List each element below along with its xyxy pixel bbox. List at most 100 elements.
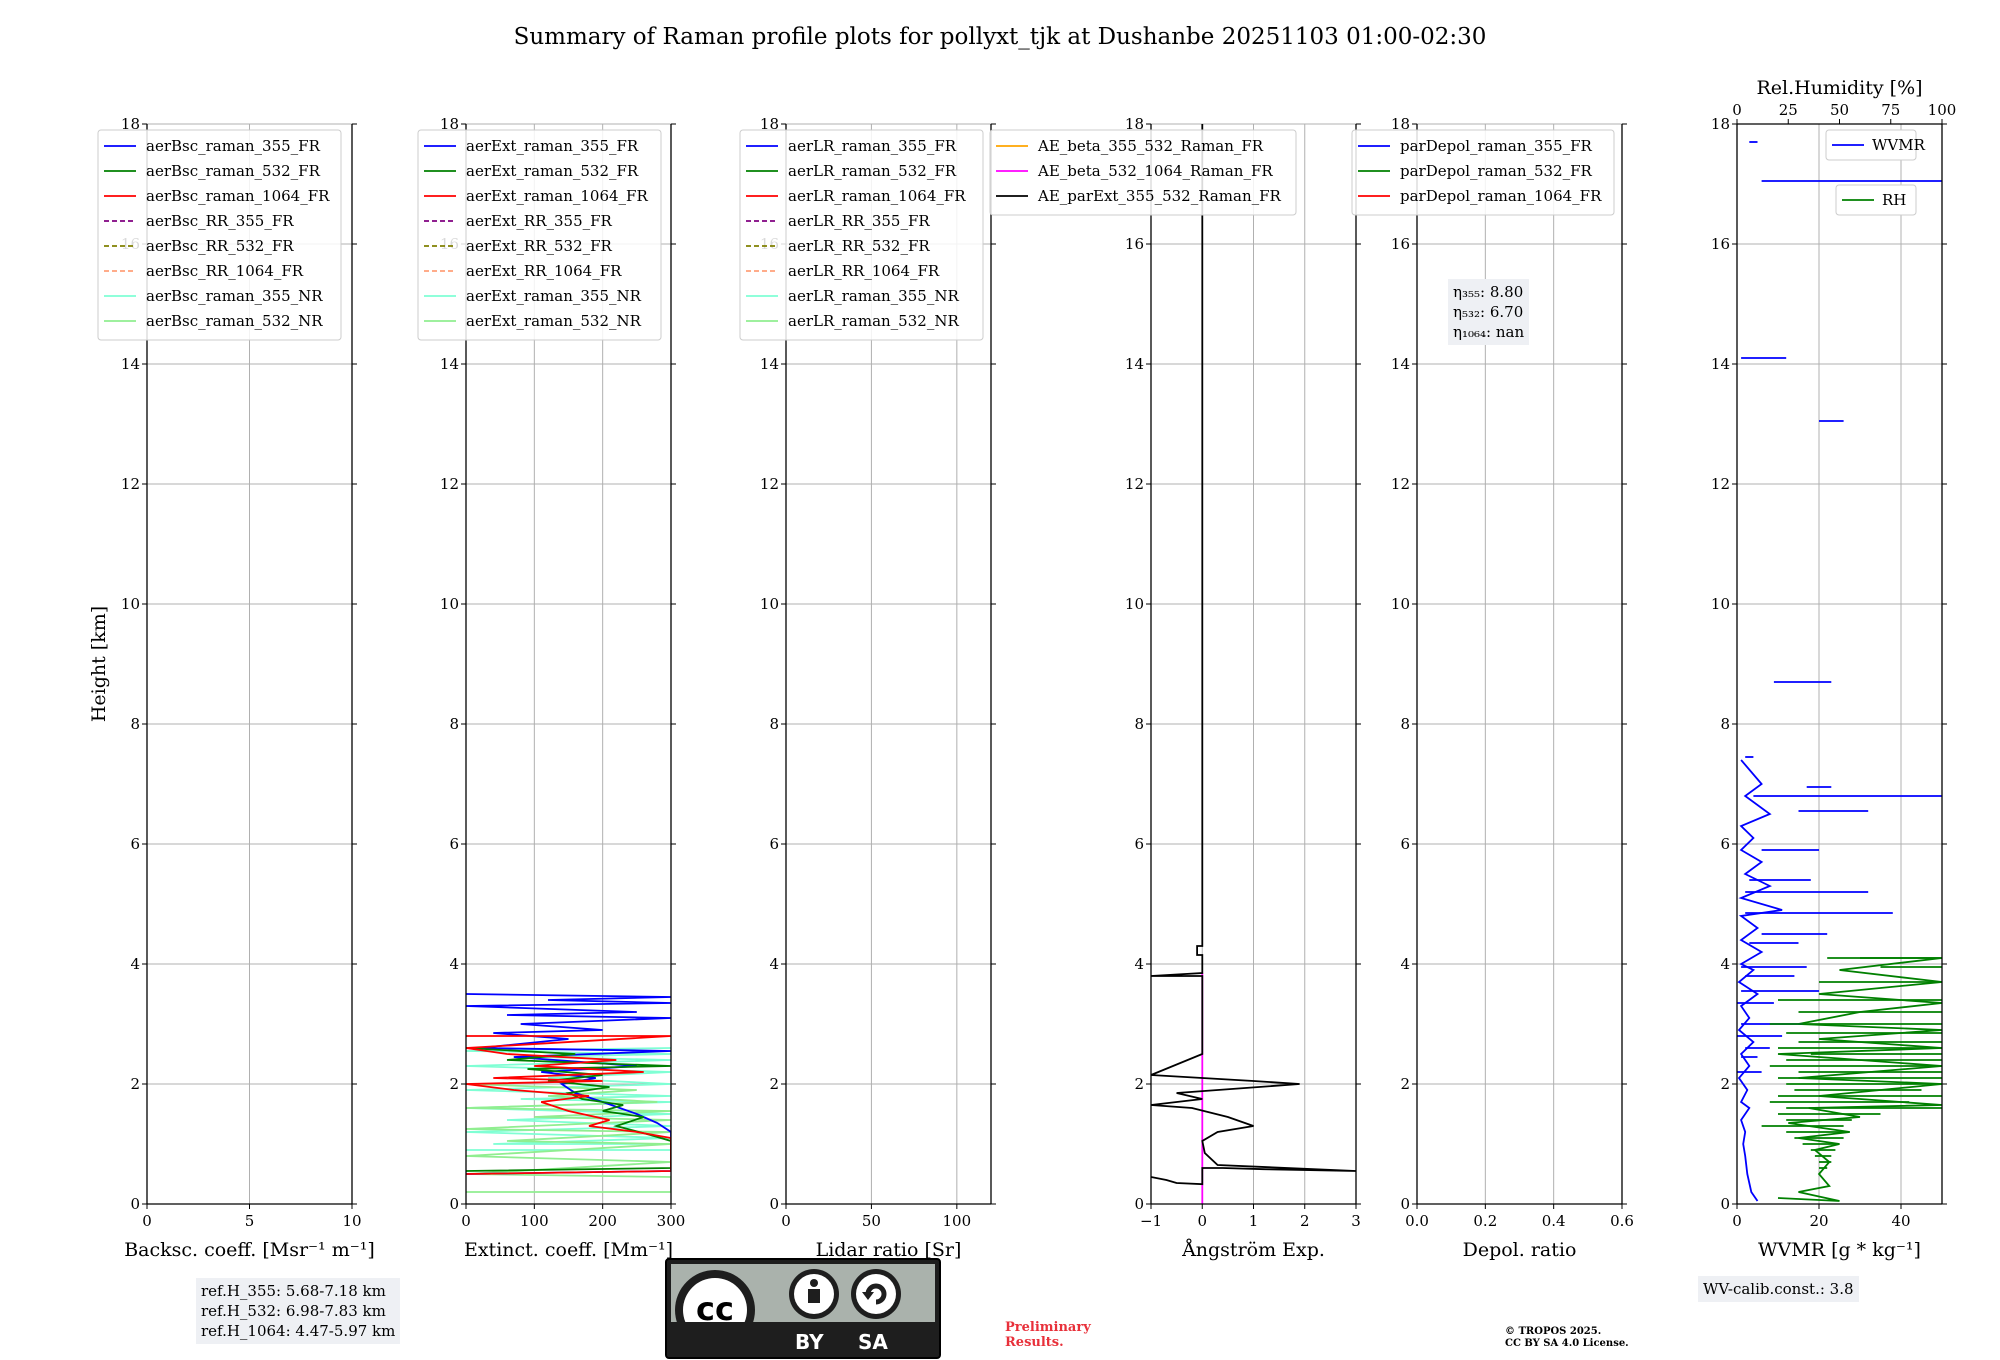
y-tick-label: 6 bbox=[449, 835, 459, 853]
top-x-axis-label: Rel.Humidity [%] bbox=[1756, 77, 1922, 99]
y-tick-label: 12 bbox=[121, 475, 140, 493]
series-aerExt_raman_532_FR bbox=[466, 1047, 671, 1172]
y-tick-label: 14 bbox=[121, 355, 140, 373]
y-tick-label: 14 bbox=[1125, 355, 1144, 373]
tropos-line-2: CC BY SA 4.0 License. bbox=[1505, 1338, 1629, 1349]
legend-label: aerBsc_raman_355_NR bbox=[146, 287, 323, 305]
y-tick-label: 12 bbox=[760, 475, 779, 493]
preliminary-note: Preliminary Results. bbox=[1005, 1320, 1091, 1350]
y-tick-label: 18 bbox=[760, 115, 779, 133]
y-tick-label: 0 bbox=[1134, 1195, 1144, 1213]
y-tick-label: 6 bbox=[1400, 835, 1410, 853]
series-aerExt_raman_355_FR bbox=[466, 993, 671, 1175]
y-tick-label: 8 bbox=[1720, 715, 1730, 733]
cc-license-badge: cc BY SA bbox=[665, 1258, 941, 1359]
y-tick-label: 0 bbox=[449, 1195, 459, 1213]
y-tick-label: 2 bbox=[1134, 1075, 1144, 1093]
y-tick-label: 12 bbox=[440, 475, 459, 493]
x-tick-label: 100 bbox=[943, 1212, 972, 1230]
y-tick-label: 18 bbox=[1125, 115, 1144, 133]
y-tick-label: 2 bbox=[769, 1075, 779, 1093]
y-tick-label: 10 bbox=[1391, 595, 1410, 613]
refh-532: ref.H_532: 6.98-7.83 km bbox=[201, 1302, 386, 1320]
x-tick-label: 1 bbox=[1249, 1212, 1259, 1230]
legend-box bbox=[989, 129, 1297, 216]
y-tick-label: 16 bbox=[1391, 235, 1410, 253]
cc-badge-bottom: BY SA bbox=[667, 1326, 939, 1357]
x-tick-label: −1 bbox=[1140, 1212, 1162, 1230]
series-aerExt_raman_355_NR bbox=[466, 1047, 671, 1151]
y-tick-label: 14 bbox=[760, 355, 779, 373]
legend-label: aerLR_raman_355_NR bbox=[788, 287, 959, 305]
reference-height-box: ref.H_355: 5.68-7.18 km ref.H_532: 6.98-7… bbox=[196, 1278, 401, 1344]
y-tick-label: 4 bbox=[1400, 955, 1410, 973]
x-tick-label: 100 bbox=[520, 1212, 549, 1230]
y-tick-label: 4 bbox=[449, 955, 459, 973]
legend-label: parDepol_raman_1064_FR bbox=[1400, 187, 1602, 205]
x-axis-label: Backsc. coeff. [Msr⁻¹ m⁻¹] bbox=[124, 1239, 375, 1261]
y-tick-label: 10 bbox=[1125, 595, 1144, 613]
legend-label: RH bbox=[1882, 191, 1906, 209]
legend-label: aerBsc_RR_355_FR bbox=[146, 212, 294, 230]
x-tick-label: 0.0 bbox=[1405, 1212, 1429, 1230]
cc-sa-label: SA bbox=[858, 1330, 888, 1354]
figure-title: Summary of Raman profile plots for polly… bbox=[514, 24, 1487, 50]
legend-label: aerLR_RR_532_FR bbox=[788, 237, 930, 255]
legend-label: aerBsc_raman_1064_FR bbox=[146, 187, 330, 205]
x-tick-label: 0 bbox=[142, 1212, 152, 1230]
legend-label: AE_parExt_355_532_Raman_FR bbox=[1037, 187, 1282, 205]
series-WVMR bbox=[1737, 759, 1783, 1202]
y-tick-label: 4 bbox=[1134, 955, 1144, 973]
legend-label: AE_beta_355_532_Raman_FR bbox=[1037, 137, 1264, 155]
legend-label: WVMR bbox=[1872, 136, 1926, 154]
y-tick-label: 0 bbox=[1400, 1195, 1410, 1213]
legend-label: aerExt_RR_1064_FR bbox=[466, 262, 622, 280]
y-tick-label: 14 bbox=[1391, 355, 1410, 373]
x-tick-label: 50 bbox=[862, 1212, 881, 1230]
y-tick-label: 4 bbox=[769, 955, 779, 973]
eta-1064: η₁₀₆₄: nan bbox=[1453, 323, 1525, 341]
legend-label: aerLR_raman_1064_FR bbox=[788, 187, 966, 205]
series-group bbox=[1151, 124, 1356, 1204]
series-aerExt_raman_1064_FR bbox=[466, 1035, 671, 1175]
y-axis-label: Height [km] bbox=[88, 606, 110, 722]
legend-label: aerLR_raman_532_NR bbox=[788, 312, 959, 330]
y-tick-label: 2 bbox=[1720, 1075, 1730, 1093]
cc-by-label: BY bbox=[795, 1330, 824, 1354]
y-tick-label: 16 bbox=[1711, 235, 1730, 253]
x-tick-label: 20 bbox=[1809, 1212, 1828, 1230]
y-tick-label: 8 bbox=[1134, 715, 1144, 733]
x-tick-label: 3 bbox=[1351, 1212, 1361, 1230]
y-tick-label: 18 bbox=[1711, 115, 1730, 133]
legend-label: parDepol_raman_355_FR bbox=[1400, 137, 1593, 155]
legend-label: aerBsc_raman_532_NR bbox=[146, 312, 323, 330]
y-tick-label: 6 bbox=[769, 835, 779, 853]
wv-calib-box: WV-calib.const.: 3.8 bbox=[1698, 1276, 1859, 1302]
y-tick-label: 2 bbox=[1400, 1075, 1410, 1093]
tropos-copyright: © TROPOS 2025. CC BY SA 4.0 License. bbox=[1505, 1326, 1629, 1350]
x-tick-label: 300 bbox=[657, 1212, 686, 1230]
y-tick-label: 10 bbox=[440, 595, 459, 613]
y-tick-label: 8 bbox=[449, 715, 459, 733]
legend-label: aerExt_raman_355_FR bbox=[466, 137, 639, 155]
top-x-tick-label: 0 bbox=[1732, 101, 1742, 119]
y-tick-label: 0 bbox=[130, 1195, 140, 1213]
x-axis-label: Depol. ratio bbox=[1463, 1239, 1577, 1261]
eta-355: η₃₅₅: 8.80 bbox=[1453, 283, 1524, 301]
series-AE_parExt_355_532_Raman_FR bbox=[1151, 124, 1356, 1186]
y-tick-label: 18 bbox=[121, 115, 140, 133]
eta-532: η₅₃₂: 6.70 bbox=[1453, 303, 1524, 321]
series-group bbox=[466, 993, 671, 1193]
x-axis-label: Ångström Exp. bbox=[1181, 1239, 1325, 1261]
x-axis-label: WVMR [g * kg⁻¹] bbox=[1758, 1239, 1921, 1261]
x-tick-label: 0.4 bbox=[1542, 1212, 1566, 1230]
legend-label: aerBsc_RR_1064_FR bbox=[146, 262, 304, 280]
y-tick-label: 18 bbox=[440, 115, 459, 133]
series-RH bbox=[1777, 957, 1942, 1202]
x-tick-label: 5 bbox=[245, 1212, 255, 1230]
top-x-tick-label: 25 bbox=[1779, 101, 1798, 119]
legend-label: aerExt_raman_1064_FR bbox=[466, 187, 648, 205]
